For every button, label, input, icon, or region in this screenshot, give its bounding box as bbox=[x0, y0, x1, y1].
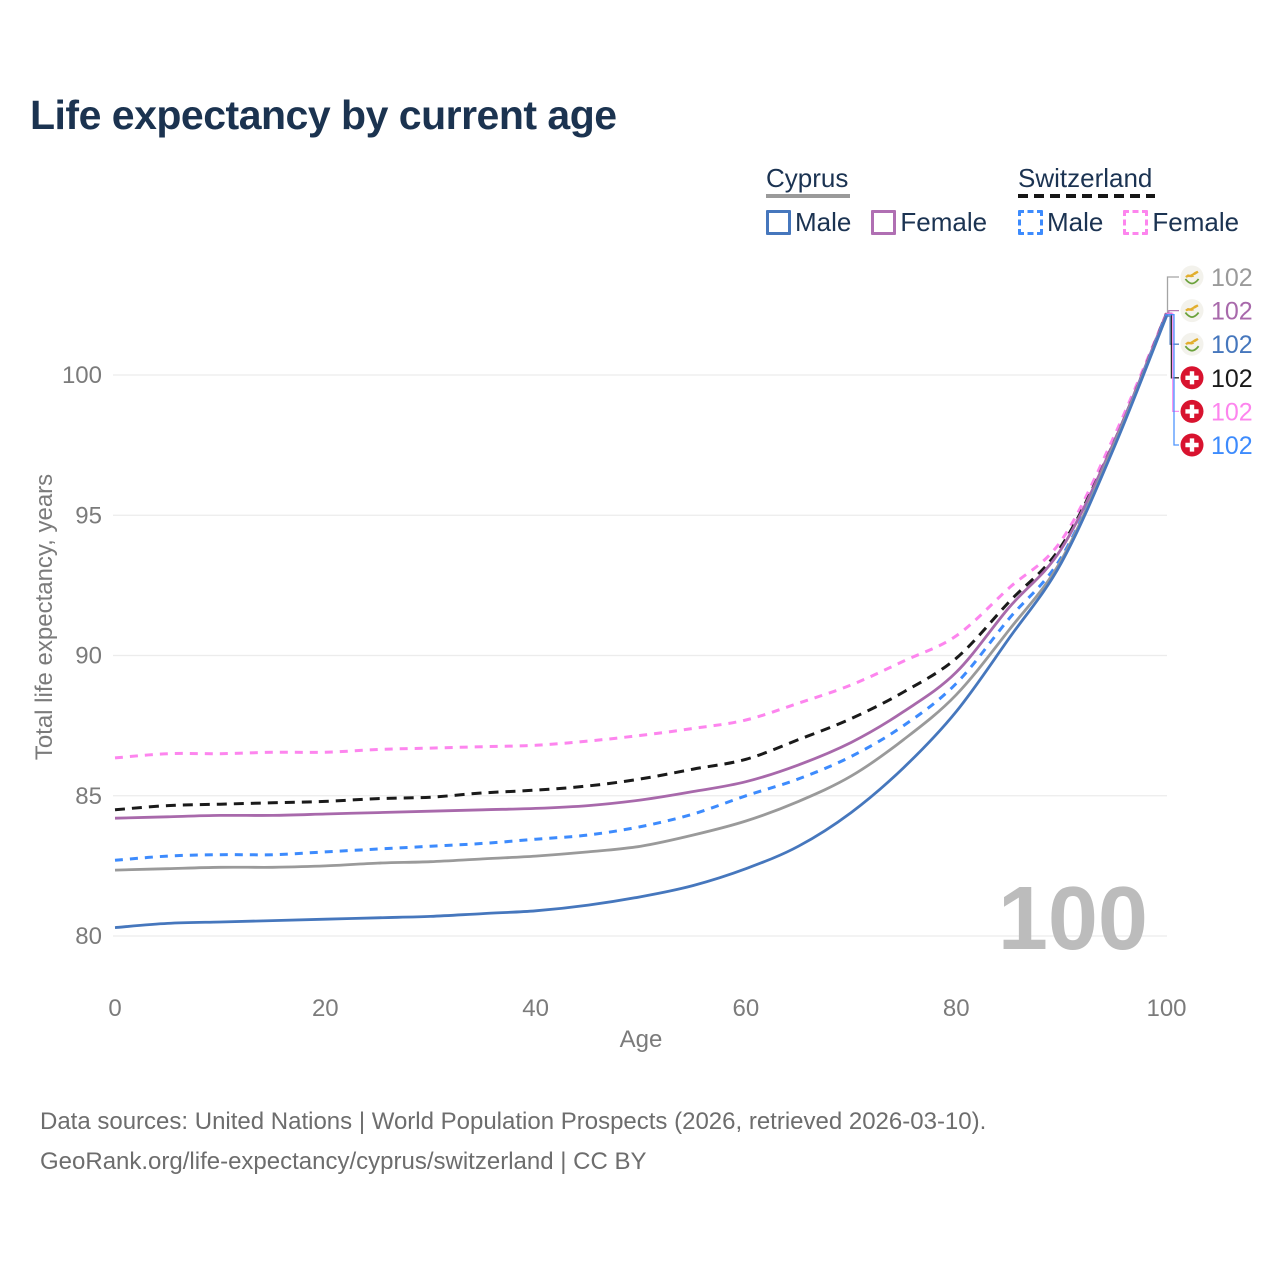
x-axis-title: Age bbox=[619, 1026, 663, 1053]
legend-item-label: Male bbox=[1047, 207, 1104, 237]
legend-country-cyprus[interactable]: Cyprus bbox=[766, 163, 849, 193]
cyprus-flag-icon bbox=[1180, 265, 1204, 289]
y-tick-label-85: 85 bbox=[75, 783, 102, 810]
switzerland-flag-icon bbox=[1180, 433, 1204, 457]
legend-item-label: Male bbox=[795, 207, 852, 237]
x-tick-label-40: 40 bbox=[522, 995, 549, 1022]
page-title: Life expectancy by current age bbox=[30, 92, 617, 138]
cyprus-male-swatch-icon bbox=[766, 210, 791, 235]
end-value-label-cy-female: 102 bbox=[1211, 298, 1253, 326]
x-tick-label-100: 100 bbox=[1146, 995, 1186, 1022]
cyprus-flag-icon bbox=[1180, 332, 1204, 356]
end-value-label-ch-male: 102 bbox=[1211, 432, 1253, 460]
legend-item-label: Female bbox=[900, 207, 988, 237]
cyprus-female-swatch-icon bbox=[871, 210, 897, 235]
end-value-label-ch-female: 102 bbox=[1211, 398, 1253, 426]
cyprus-flag-icon bbox=[1180, 299, 1204, 323]
y-tick-label-100: 100 bbox=[62, 362, 102, 389]
switzerland-female-swatch-icon bbox=[1123, 210, 1149, 235]
attribution-text: GeoRank.org/life-expectancy/cyprus/switz… bbox=[40, 1148, 647, 1175]
series-line-ch-female bbox=[114, 312, 1168, 760]
y-tick-label-90: 90 bbox=[75, 643, 102, 670]
series-line-ch-both bbox=[114, 312, 1168, 812]
switzerland-flag-icon bbox=[1180, 399, 1204, 423]
y-tick-label-80: 80 bbox=[75, 923, 102, 950]
x-tick-label-60: 60 bbox=[733, 995, 760, 1022]
legend-item-cyprus-male[interactable]: Male bbox=[766, 207, 851, 238]
series-line-ch-male bbox=[114, 314, 1168, 862]
legend-group-cyprus: Cyprus Male Female bbox=[766, 164, 987, 238]
legend-items-switzerland: Male Female bbox=[1018, 207, 1239, 238]
end-value-label-cy-both: 102 bbox=[1211, 264, 1253, 292]
end-value-label-cy-male: 102 bbox=[1211, 331, 1253, 359]
end-label-leader-ch-female bbox=[1166, 312, 1179, 413]
y-axis-title: Total life expectancy, years bbox=[31, 473, 58, 761]
x-tick-label-80: 80 bbox=[943, 995, 970, 1022]
switzerland-male-swatch-icon bbox=[1018, 210, 1043, 235]
legend-item-cyprus-female[interactable]: Female bbox=[871, 207, 987, 238]
x-tick-label-20: 20 bbox=[312, 995, 339, 1022]
legend-items-cyprus: Male Female bbox=[766, 207, 987, 238]
switzerland-flag-icon bbox=[1180, 366, 1204, 390]
y-tick-label-95: 95 bbox=[75, 502, 102, 529]
cyprus-line-style-sample bbox=[766, 194, 850, 198]
switzerland-line-style-sample bbox=[1018, 194, 1155, 198]
series-line-cy-female bbox=[114, 312, 1168, 820]
data-sources-text: Data sources: United Nations | World Pop… bbox=[40, 1108, 987, 1135]
current-age-watermark: 100 bbox=[997, 869, 1148, 969]
x-tick-label-0: 0 bbox=[108, 995, 121, 1022]
end-label-leader-ch-male bbox=[1166, 314, 1179, 446]
series-line-cy-male bbox=[114, 315, 1168, 929]
series-line-cy-both bbox=[114, 315, 1168, 872]
legend-group-switzerland: Switzerland Male Female bbox=[1018, 164, 1239, 238]
legend-item-label: Female bbox=[1152, 207, 1240, 237]
legend-item-switzerland-male[interactable]: Male bbox=[1018, 207, 1103, 238]
legend-item-switzerland-female[interactable]: Female bbox=[1123, 207, 1239, 238]
end-value-label-ch-both: 102 bbox=[1211, 365, 1253, 393]
legend-country-switzerland[interactable]: Switzerland bbox=[1018, 163, 1153, 193]
